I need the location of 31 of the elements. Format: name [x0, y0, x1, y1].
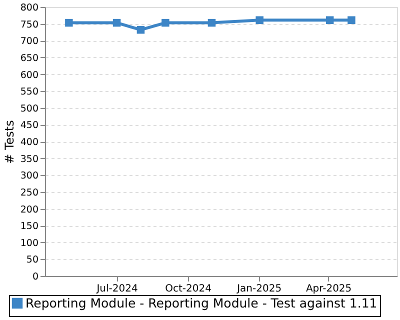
y-tick-label: 650 [20, 52, 38, 64]
point [256, 16, 264, 24]
y-tick-label: 350 [20, 154, 38, 165]
y-tick-label: 250 [20, 187, 38, 198]
y-tick-label: 100 [20, 238, 38, 249]
y-tick-label: 50 [26, 254, 38, 266]
y-tick-label: 550 [20, 86, 38, 98]
y-axis-title: # Tests [2, 120, 16, 164]
y-tick-label: 600 [20, 70, 38, 81]
y-tick-label: 750 [20, 19, 38, 30]
y-tick-label: 200 [20, 204, 38, 216]
y-tick-label: 150 [20, 221, 38, 232]
y-tick-label: 450 [20, 120, 38, 132]
y-tick-label: 500 [20, 103, 38, 114]
y-tick-label: 800 [20, 2, 38, 14]
y-tick-label: 300 [20, 170, 38, 182]
y-tick-label: 700 [20, 36, 38, 48]
point [112, 18, 121, 27]
legend-label: Reporting Module - Reporting Module - Test against 1.11 [26, 295, 378, 310]
point [65, 18, 73, 27]
x-tick-label: Oct-2024 [165, 284, 212, 294]
point [326, 16, 334, 24]
point [136, 26, 145, 34]
point [208, 18, 216, 27]
x-tick-label: Apr-2025 [306, 284, 352, 294]
x-tick-label: Jan-2025 [236, 284, 282, 294]
x-tick-label: Jul-2024 [96, 284, 138, 294]
y-tick-label: 0 [32, 272, 38, 282]
point [348, 16, 356, 24]
y-tick-label: 400 [20, 137, 38, 148]
point [162, 18, 170, 27]
